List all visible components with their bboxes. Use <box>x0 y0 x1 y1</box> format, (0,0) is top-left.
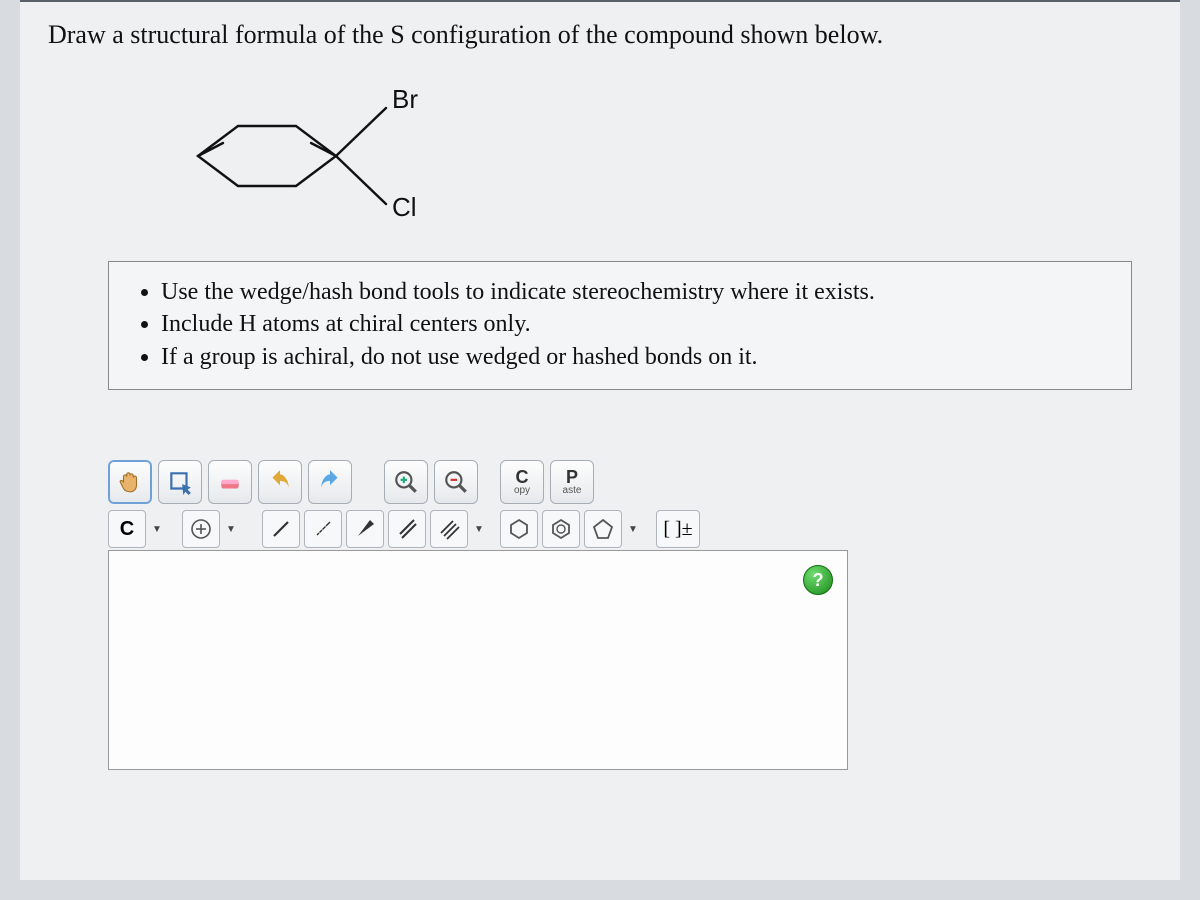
copy-label-small: opy <box>514 486 530 496</box>
add-atom-dropdown[interactable]: ▼ <box>224 524 238 535</box>
atom-label-br: Br <box>392 84 418 114</box>
help-icon: ? <box>813 570 824 591</box>
lasso-icon <box>167 469 193 495</box>
undo-icon <box>267 469 293 495</box>
cyclohexane-tool[interactable] <box>500 510 538 548</box>
wedge-bond-tool[interactable] <box>346 510 384 548</box>
move-tool[interactable] <box>108 460 152 504</box>
triple-bond-tool[interactable] <box>430 510 468 548</box>
atom-label-cl: Cl <box>392 192 417 222</box>
wedge-bond-icon <box>353 517 377 541</box>
pentagon-icon <box>591 517 615 541</box>
select-tool[interactable] <box>158 460 202 504</box>
hash-bond-icon <box>311 517 335 541</box>
question-title: Draw a structural formula of the S confi… <box>48 20 1152 50</box>
atom-picker[interactable]: C <box>108 510 146 548</box>
redo-icon <box>317 469 343 495</box>
benzene-tool[interactable] <box>542 510 580 548</box>
double-bond-icon <box>395 517 419 541</box>
instruction-item: Use the wedge/hash bond tools to indicat… <box>161 276 1111 308</box>
benzene-icon <box>549 517 573 541</box>
redo-button[interactable] <box>308 460 352 504</box>
hand-icon <box>117 469 143 495</box>
erase-tool[interactable] <box>208 460 252 504</box>
add-atom-button[interactable] <box>182 510 220 548</box>
single-bond-icon <box>269 517 293 541</box>
zoom-in-icon <box>393 469 419 495</box>
given-molecule: Br Cl <box>168 68 488 233</box>
structure-editor: C opy P aste C ▼ ▼ <box>108 460 868 770</box>
atom-picker-dropdown[interactable]: ▼ <box>150 524 164 535</box>
zoom-out-button[interactable] <box>434 460 478 504</box>
bond-dropdown[interactable]: ▼ <box>472 524 486 535</box>
paste-label-small: aste <box>563 486 582 496</box>
undo-button[interactable] <box>258 460 302 504</box>
toolbar-main: C opy P aste <box>108 460 868 504</box>
hash-bond-tool[interactable] <box>304 510 342 548</box>
drawing-canvas[interactable]: ? <box>108 550 848 770</box>
paste-button[interactable]: P aste <box>550 460 594 504</box>
paste-label-big: P <box>566 468 578 486</box>
copy-button[interactable]: C opy <box>500 460 544 504</box>
instruction-item: If a group is achiral, do not use wedged… <box>161 341 1111 373</box>
cyclopentane-tool[interactable] <box>584 510 622 548</box>
charge-tool[interactable]: [ ]± <box>656 510 700 548</box>
triple-bond-icon <box>437 517 461 541</box>
single-bond-tool[interactable] <box>262 510 300 548</box>
instruction-item: Include H atoms at chiral centers only. <box>161 308 1111 340</box>
toolbar-bonds: C ▼ ▼ <box>108 510 868 548</box>
plus-circle-icon <box>189 517 213 541</box>
zoom-out-icon <box>443 469 469 495</box>
help-button[interactable]: ? <box>803 565 833 595</box>
double-bond-tool[interactable] <box>388 510 426 548</box>
question-page: Draw a structural formula of the S confi… <box>20 0 1180 880</box>
ring-dropdown[interactable]: ▼ <box>626 524 640 535</box>
instructions-box: Use the wedge/hash bond tools to indicat… <box>108 261 1132 390</box>
copy-label-big: C <box>516 468 529 486</box>
eraser-icon <box>217 469 243 495</box>
zoom-in-button[interactable] <box>384 460 428 504</box>
hexagon-icon <box>507 517 531 541</box>
